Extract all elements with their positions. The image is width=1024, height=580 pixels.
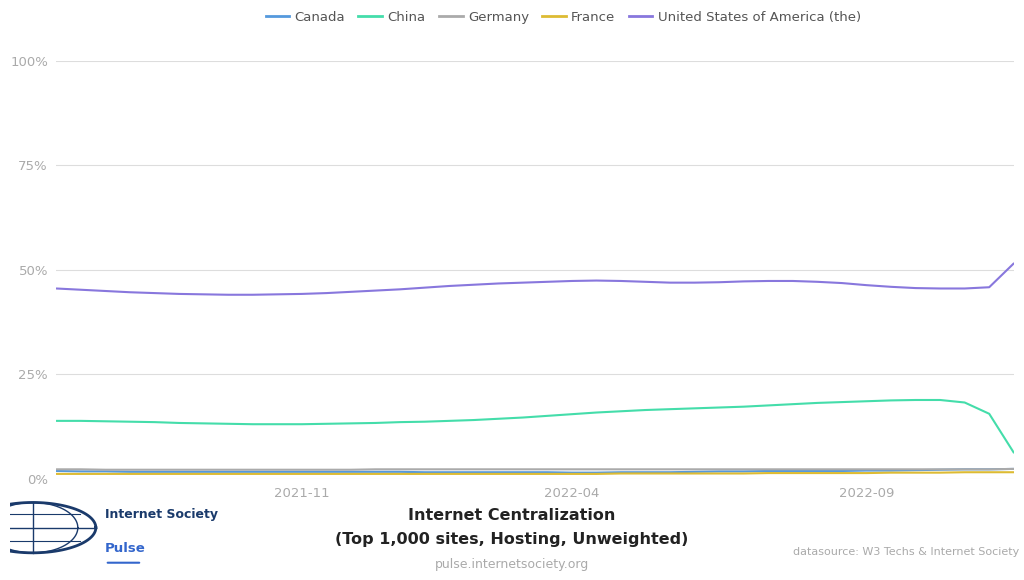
Text: pulse.internetsociety.org: pulse.internetsociety.org <box>435 558 589 571</box>
Text: datasource: W3 Techs & Internet Society: datasource: W3 Techs & Internet Society <box>793 547 1019 557</box>
Text: Internet Society: Internet Society <box>104 508 218 521</box>
Text: (Top 1,000 sites, Hosting, Unweighted): (Top 1,000 sites, Hosting, Unweighted) <box>335 532 689 548</box>
Legend: Canada, China, Germany, France, United States of America (the): Canada, China, Germany, France, United S… <box>262 6 864 27</box>
Text: Pulse: Pulse <box>104 542 145 555</box>
Text: Internet Centralization: Internet Centralization <box>409 508 615 523</box>
